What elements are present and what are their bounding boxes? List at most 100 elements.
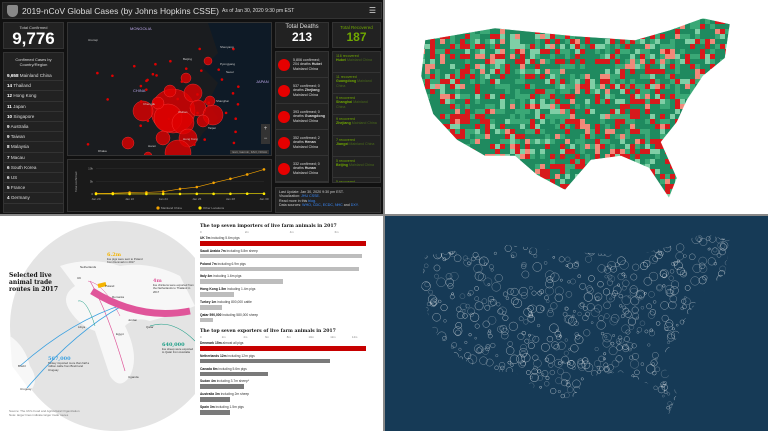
source-link[interactable]: WHO, xyxy=(302,203,312,207)
city-circle xyxy=(420,235,425,240)
city-circle xyxy=(448,380,451,383)
county-cell xyxy=(500,84,505,89)
hamburger-icon[interactable]: ☰ xyxy=(369,6,376,15)
recovered-list-item[interactable]: 5 recovered xyxy=(333,178,380,183)
country-list-item[interactable]: 11 Japan xyxy=(4,102,63,112)
bar[interactable] xyxy=(200,241,366,246)
bar-label: Netherlands 12m including 12m pigs xyxy=(200,354,255,358)
county-cell xyxy=(425,19,430,24)
county-cell xyxy=(670,59,675,64)
county-cell xyxy=(555,89,560,94)
county-cell xyxy=(660,24,665,29)
county-cell xyxy=(465,54,470,59)
source-link[interactable]: DXY. xyxy=(351,203,359,207)
country-list-item[interactable]: 9,658 Mainland China xyxy=(4,71,63,81)
country-list-item[interactable]: 7 Macau xyxy=(4,153,63,163)
deaths-list[interactable]: 5,806 confirmed; 204 deaths Hubei Mainla… xyxy=(275,51,329,183)
country-list-item[interactable]: 14 Thailand xyxy=(4,81,63,91)
county-cell xyxy=(425,169,430,174)
county-cell xyxy=(690,34,695,39)
county-cell xyxy=(730,84,735,89)
country-list-item[interactable]: 5 France xyxy=(4,183,63,193)
county-cell xyxy=(580,64,585,69)
bar[interactable] xyxy=(200,292,234,297)
county-cell xyxy=(675,149,680,154)
bar[interactable] xyxy=(200,279,283,284)
county-cell xyxy=(710,164,715,169)
county-cell xyxy=(695,54,700,59)
zoom-in-button[interactable]: + xyxy=(261,124,270,134)
legend-label[interactable]: Other Locations xyxy=(203,206,225,210)
country-list-item[interactable]: 12 Hong Kong xyxy=(4,91,63,101)
county-cell xyxy=(455,154,460,159)
city-circle xyxy=(488,385,493,390)
county-cell xyxy=(530,24,535,29)
city-circle xyxy=(488,316,496,324)
county-cell xyxy=(650,64,655,69)
county-cell xyxy=(605,64,610,69)
county-cell xyxy=(425,114,430,119)
city-circle xyxy=(605,335,608,338)
bar[interactable] xyxy=(200,384,244,389)
city-circle xyxy=(416,402,425,411)
source-link[interactable]: NHC xyxy=(335,203,343,207)
bar[interactable] xyxy=(200,410,230,415)
death-list-item[interactable]: 393 confirmed; 0 deaths Guangdong Mainla… xyxy=(276,104,328,130)
county-cell xyxy=(490,119,495,124)
source-link[interactable]: CDC, xyxy=(313,203,322,207)
county-cell xyxy=(710,119,715,124)
country-list-item[interactable]: 4 Germany xyxy=(4,193,63,203)
zoom-out-button[interactable]: − xyxy=(261,134,270,144)
country-list-item[interactable]: 10 Singapore xyxy=(4,112,63,122)
bar[interactable] xyxy=(200,318,213,323)
death-list-item[interactable]: 537 confirmed; 0 deaths Zhejiang Mainlan… xyxy=(276,78,328,104)
blog-link[interactable]: blog. xyxy=(308,199,316,203)
bar[interactable] xyxy=(200,359,330,364)
county-cell xyxy=(415,69,420,74)
county-cell xyxy=(705,194,710,199)
county-cell xyxy=(550,184,555,189)
source-link[interactable]: ECDC, xyxy=(323,203,334,207)
county-cell xyxy=(525,94,530,99)
country-list-item[interactable]: 8 Malaysia xyxy=(4,142,63,152)
case-bubble xyxy=(237,103,240,106)
county-cell xyxy=(440,164,445,169)
country-list-item[interactable]: 6 US xyxy=(4,173,63,183)
china-map-canvas[interactable]: MONGOLIACHINAUrumqiBeijingShenyangPyongy… xyxy=(68,23,272,156)
legend-label[interactable]: Mainland China xyxy=(161,206,182,210)
bar[interactable] xyxy=(200,397,230,402)
county-cell xyxy=(700,184,705,189)
death-list-item[interactable]: 5,806 confirmed; 204 deaths Hubei Mainla… xyxy=(276,52,328,78)
county-cell xyxy=(680,59,685,64)
country-list-item[interactable]: 6 South Korea xyxy=(4,163,63,173)
death-list-item[interactable]: 332 confirmed; 0 deaths Hunan Mainland C… xyxy=(276,156,328,182)
country-list-item[interactable]: 9 Taiwan xyxy=(4,132,63,142)
county-cell xyxy=(675,29,680,34)
county-cell xyxy=(580,89,585,94)
bar[interactable] xyxy=(200,372,268,377)
city-circle xyxy=(616,356,623,363)
county-cell xyxy=(485,169,490,174)
city-circle xyxy=(594,305,601,312)
bar[interactable] xyxy=(200,254,362,259)
bar[interactable] xyxy=(200,267,359,272)
county-cell xyxy=(640,29,645,34)
city-circle xyxy=(699,401,703,405)
death-list-item[interactable]: 352 confirmed; 2 deaths Henan Mainland C… xyxy=(276,130,328,156)
bar[interactable] xyxy=(200,305,222,310)
city-circle xyxy=(494,408,501,415)
infographic-title: Selected live animal trade routes in 201… xyxy=(9,272,69,293)
jhu-csse-link[interactable]: JHU CSSE. xyxy=(301,194,320,198)
bar[interactable] xyxy=(200,346,366,351)
country-list-item[interactable]: 9 Australia xyxy=(4,122,63,132)
county-cell xyxy=(460,194,465,199)
